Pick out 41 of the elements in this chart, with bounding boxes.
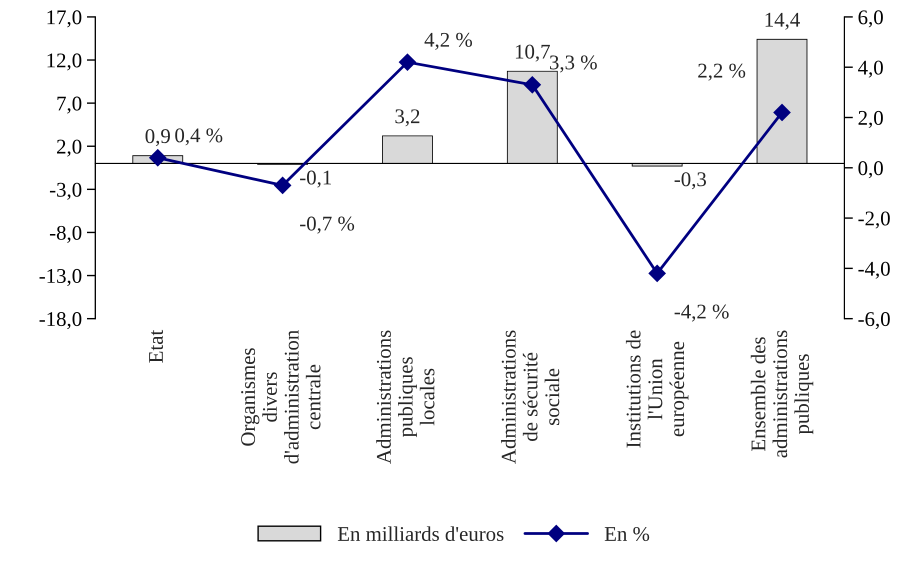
data-label: 10,7 (516, 44, 550, 62)
y2-tick-label: 0,0 (858, 161, 883, 178)
x-tick-label: Ensemble des administrations publiques (750, 330, 814, 458)
y-tick-label: -3,0 (50, 182, 82, 200)
y2-tick-label: -2,0 (858, 211, 890, 229)
legend-label: En % (604, 526, 650, 542)
point (648, 264, 666, 282)
point (149, 149, 166, 166)
y-tick-label: 17,0 (48, 10, 82, 28)
y2-tick-label: 4,0 (858, 60, 883, 78)
y2-tick-label: -6,0 (858, 312, 890, 330)
y2-tick-label: 6,0 (858, 10, 883, 28)
data-label: 2,2 % (698, 64, 746, 81)
y-tick-label: 7,0 (57, 96, 82, 114)
y-tick-label: -8,0 (50, 226, 82, 243)
y-tick-label: -13,0 (40, 268, 82, 286)
x-tick-label: Administrations de sécurité sociale (501, 330, 560, 464)
y-tick-label: 2,0 (57, 140, 82, 157)
x-tick-label: Institutions de l'Union européenne (626, 330, 688, 448)
data-label: -4,2 % (674, 304, 729, 322)
point (274, 176, 292, 194)
point (398, 54, 416, 71)
data-label: 4,2 % (424, 32, 472, 50)
data-label: 0,9 (146, 129, 170, 146)
x-tick-label: Etat (149, 330, 163, 363)
data-label: -0,1 (300, 170, 332, 188)
data-label: -0,3 (674, 172, 706, 190)
data-label: 0,4 % (175, 128, 222, 146)
legend-label: En milliards d'euros (338, 526, 504, 542)
data-label: 3,3 % (550, 55, 597, 72)
point (524, 76, 541, 94)
data-label: -0,7 % (300, 216, 354, 234)
y2-tick-label: -4,0 (858, 262, 890, 279)
y-tick-label: -18,0 (40, 312, 82, 330)
x-tick-label: Organismes divers d'administration centrale (241, 330, 321, 464)
y2-tick-label: 2,0 (858, 110, 883, 128)
x-tick-label: Administrations publiques locales (376, 330, 434, 464)
data-label: 14,4 (766, 12, 800, 30)
point (773, 104, 791, 122)
y-tick-label: 12,0 (48, 53, 82, 70)
data-label: 3,2 (395, 109, 420, 126)
